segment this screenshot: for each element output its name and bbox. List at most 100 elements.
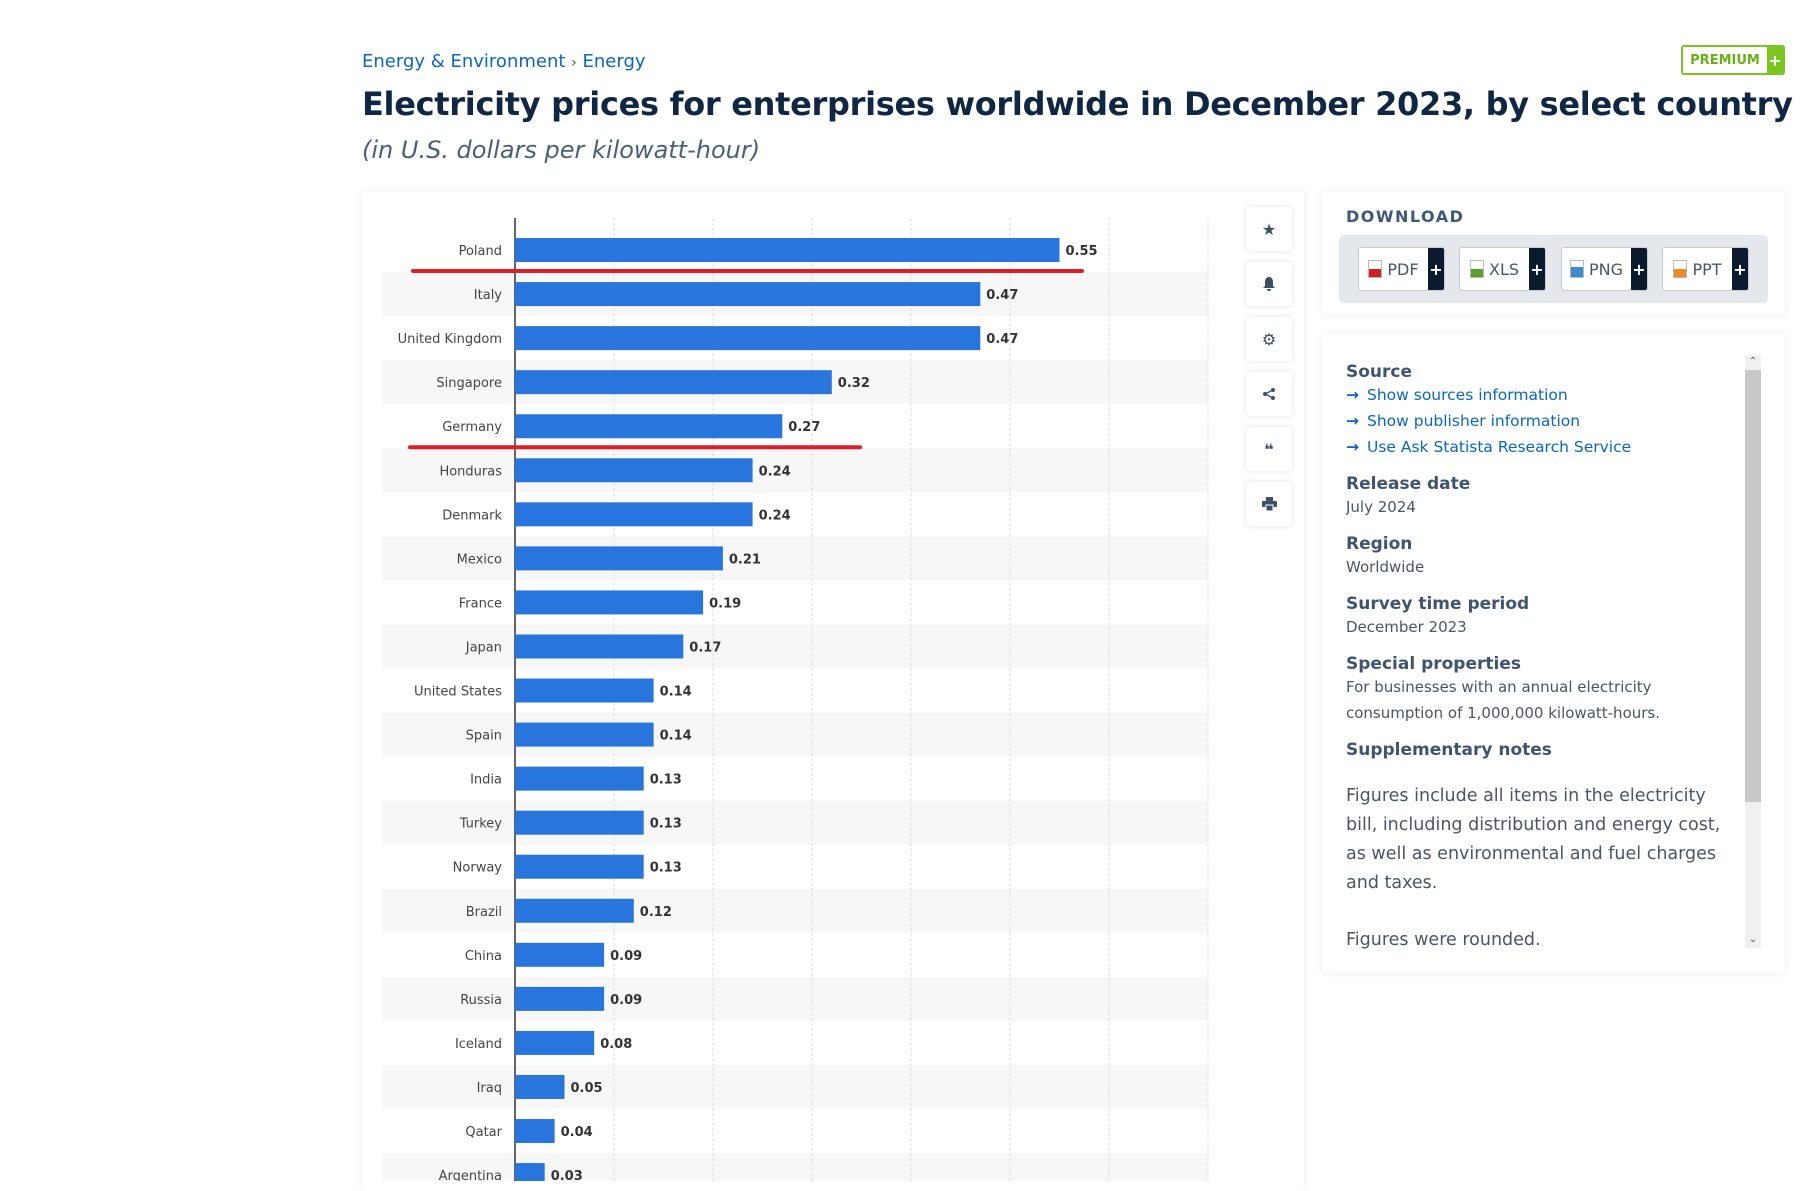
breadcrumb-energy-environment[interactable]: Energy & Environment (362, 51, 566, 72)
data-label: 0.27 (788, 420, 820, 435)
share-icon (1263, 388, 1275, 400)
download-panel: DOWNLOAD PDF + XLS + PNG + PPT + (1322, 191, 1785, 315)
ppt-file-icon (1673, 260, 1688, 278)
category-label: Honduras (439, 464, 502, 479)
row-band (382, 624, 1208, 669)
data-label: 0.19 (709, 596, 741, 611)
pdf-file-icon (1368, 260, 1383, 278)
data-label: 0.03 (551, 1169, 583, 1181)
data-label: 0.47 (986, 332, 1018, 347)
scrollbar-thumb[interactable] (1745, 370, 1761, 802)
data-label: 0.04 (561, 1125, 593, 1140)
special-properties-heading: Special properties (1346, 654, 1521, 674)
region-value: Worldwide (1346, 558, 1425, 576)
category-label: Turkey (459, 817, 503, 832)
breadcrumb-separator: › (571, 55, 577, 71)
page-subtitle: (in U.S. dollars per kilowatt-hour) (362, 136, 761, 164)
download-tray: PDF + XLS + PNG + PPT + (1339, 235, 1768, 303)
bar (515, 238, 1060, 263)
page-title: Electricity prices for enterprises world… (362, 85, 1793, 123)
bar (515, 414, 783, 439)
category-label: India (470, 773, 502, 788)
row-band (382, 536, 1208, 581)
png-image-icon (1569, 260, 1584, 278)
data-label: 0.05 (571, 1081, 603, 1096)
data-label: 0.13 (650, 861, 682, 876)
category-label: United States (414, 685, 502, 700)
data-label: 0.21 (729, 552, 761, 567)
data-label: 0.32 (838, 376, 870, 391)
xls-label: XLS (1488, 259, 1520, 279)
bar (515, 458, 753, 483)
bar (515, 370, 832, 395)
category-label: Italy (474, 288, 503, 303)
category-label: France (459, 596, 502, 611)
data-label: 0.55 (1066, 244, 1098, 259)
category-label: Iraq (477, 1081, 502, 1096)
data-label: 0.12 (640, 905, 672, 920)
download-xls-button[interactable]: XLS + (1459, 247, 1546, 291)
bar (515, 810, 644, 835)
survey-period-value: December 2023 (1346, 618, 1467, 636)
download-ppt-button[interactable]: PPT + (1662, 247, 1749, 291)
bar (515, 678, 654, 703)
notification-button[interactable] (1246, 262, 1292, 306)
bar (515, 986, 605, 1011)
data-label: 0.13 (650, 817, 682, 832)
category-label: Russia (460, 993, 502, 1008)
download-png-button[interactable]: PNG + (1561, 247, 1648, 291)
share-button[interactable] (1246, 372, 1292, 416)
bar (515, 854, 644, 879)
cite-button[interactable]: ❝ (1246, 427, 1292, 471)
premium-badge[interactable]: PREMIUM + (1681, 45, 1785, 75)
data-label: 0.08 (600, 1037, 632, 1052)
png-label: PNG (1588, 259, 1623, 279)
quote-icon: ❝ (1264, 439, 1274, 459)
category-label: Qatar (465, 1125, 502, 1140)
info-scrollbar[interactable]: ⌃ ⌄ (1745, 356, 1761, 948)
bell-icon (1263, 277, 1275, 291)
source-heading: Source (1346, 362, 1413, 382)
bar (515, 1119, 555, 1144)
plus-icon: + (1732, 248, 1748, 290)
row-band (382, 448, 1208, 493)
plus-icon: + (1767, 47, 1783, 73)
row-band (382, 712, 1208, 757)
plus-icon: + (1529, 248, 1545, 290)
xls-file-icon (1469, 260, 1484, 278)
plus-icon: + (1631, 248, 1647, 290)
print-button[interactable] (1246, 482, 1292, 526)
release-date-heading: Release date (1346, 474, 1471, 494)
settings-button[interactable]: ⚙ (1246, 317, 1292, 361)
bar (515, 898, 634, 923)
data-label: 0.09 (610, 949, 642, 964)
row-band (382, 976, 1208, 1021)
favorite-button[interactable]: ★ (1246, 207, 1292, 251)
breadcrumb-energy[interactable]: Energy (582, 51, 646, 72)
row-band (382, 800, 1208, 845)
data-label: 0.17 (689, 640, 721, 655)
bar (515, 1030, 595, 1055)
category-label: Germany (442, 420, 502, 435)
info-scroll-content: Source → Show sources information → Show p… (1346, 362, 1726, 952)
row-band (382, 1064, 1208, 1109)
bar (515, 942, 605, 967)
data-label: 0.47 (986, 288, 1018, 303)
category-label: Spain (466, 729, 502, 744)
data-label: 0.13 (650, 773, 682, 788)
bar (515, 1074, 565, 1099)
ask-statista-link[interactable]: → Use Ask Statista Research Service (1346, 438, 1632, 456)
scroll-down-icon[interactable]: ⌄ (1748, 934, 1758, 945)
show-publisher-link[interactable]: → Show publisher information (1346, 412, 1581, 430)
category-label: United Kingdom (398, 332, 502, 347)
category-label: China (465, 949, 502, 964)
print-icon (1261, 497, 1277, 511)
release-date-value: July 2024 (1346, 498, 1416, 516)
scroll-up-icon[interactable]: ⌃ (1748, 356, 1758, 367)
bar (515, 766, 644, 791)
premium-label: PREMIUM (1690, 52, 1760, 68)
arrow-right-icon: → (1346, 412, 1359, 430)
download-pdf-button[interactable]: PDF + (1358, 247, 1445, 291)
show-sources-link[interactable]: → Show sources information (1346, 386, 1568, 404)
bar (515, 546, 723, 571)
